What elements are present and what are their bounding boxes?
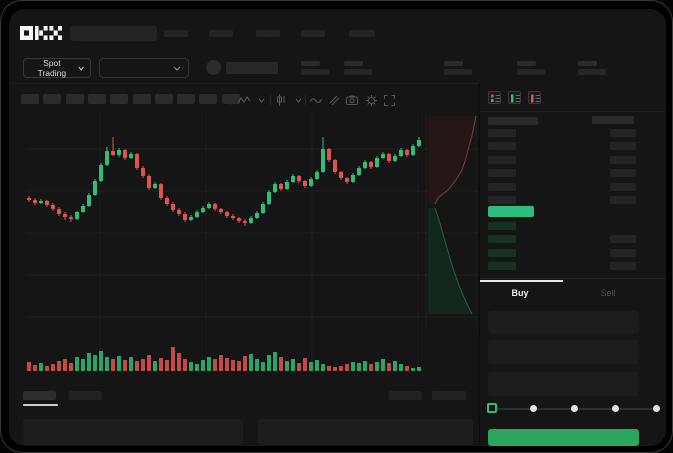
slider-stop[interactable] [571, 405, 578, 412]
slider-stop[interactable] [612, 405, 619, 412]
timeframe-slot-skeleton[interactable] [43, 94, 62, 104]
ask-price-skeleton[interactable] [488, 182, 516, 191]
bid-price-skeleton[interactable] [488, 235, 516, 244]
stat-value-skeleton [578, 69, 606, 75]
stat-label-skeleton [444, 61, 463, 66]
bid-price-skeleton[interactable] [488, 248, 516, 257]
timeframe-slot-skeleton[interactable] [154, 94, 173, 104]
chevron-down-icon [173, 66, 181, 71]
panel-divider [480, 111, 666, 112]
book-bids-only-icon[interactable] [508, 91, 521, 104]
fullscreen-icon[interactable] [382, 93, 396, 107]
bottom-action-skeleton[interactable] [432, 391, 466, 400]
book-col-header-price-skeleton [488, 117, 538, 125]
timeframe-slot-skeleton[interactable] [132, 94, 151, 104]
nav-item-skeleton[interactable] [256, 30, 280, 37]
nav-item-skeleton[interactable] [301, 30, 325, 37]
ask-amount-skeleton[interactable] [610, 182, 636, 191]
bottom-tab-skeleton[interactable] [69, 391, 102, 400]
bid-amount-skeleton[interactable] [610, 235, 636, 244]
slider-stop[interactable] [530, 405, 537, 412]
ask-amount-skeleton[interactable] [610, 142, 636, 151]
bid-amount-skeleton[interactable] [610, 248, 636, 257]
line-wave-icon[interactable] [309, 94, 323, 106]
open-orders-panel-skeleton [23, 419, 243, 445]
buy-submit-button[interactable] [488, 429, 639, 446]
chevron-down-icon[interactable] [293, 95, 303, 105]
pair-search-skeleton[interactable] [70, 26, 157, 41]
drawing-tools-icon[interactable] [327, 93, 341, 107]
stat-value-skeleton [517, 69, 545, 75]
market-type-label: Spot Trading [37, 58, 67, 78]
nav-item-skeleton[interactable] [209, 30, 233, 37]
bottom-action-skeleton[interactable] [389, 391, 422, 400]
amount-input-skeleton[interactable] [488, 340, 639, 364]
book-combined-icon[interactable] [488, 91, 501, 104]
bottom-tab-active-skeleton[interactable] [23, 391, 56, 400]
ask-amount-skeleton[interactable] [610, 169, 636, 178]
timeframe-slot-skeleton[interactable] [87, 94, 106, 104]
toolbar-separator [270, 95, 271, 105]
tab-sell[interactable]: Sell [600, 288, 616, 298]
stat-value-skeleton [344, 69, 372, 75]
coin-avatar [206, 60, 221, 75]
stat-label-skeleton [301, 61, 320, 66]
toolbar-separator [230, 95, 231, 105]
indicator-zigzag-icon[interactable] [236, 93, 252, 107]
bottom-tab-indicator [23, 404, 58, 406]
camera-icon[interactable] [345, 93, 359, 107]
okx-logo[interactable] [20, 25, 62, 41]
stat-value-skeleton [301, 69, 329, 75]
stat-label-skeleton [578, 61, 597, 66]
ask-amount-skeleton[interactable] [610, 196, 636, 204]
toolbar-separator [305, 95, 306, 105]
bid-price-skeleton[interactable] [488, 222, 516, 230]
bid-amount-skeleton[interactable] [610, 262, 636, 271]
settings-gear-icon[interactable] [364, 93, 378, 107]
pair-dropdown[interactable] [99, 58, 189, 78]
timeframe-slot-skeleton[interactable] [65, 94, 84, 104]
book-asks-only-icon[interactable] [528, 91, 541, 104]
stat-label-skeleton [344, 61, 363, 66]
trading-app-window: Spot Trading [9, 9, 666, 446]
slider-stop[interactable] [653, 405, 660, 412]
ask-amount-skeleton[interactable] [610, 155, 636, 164]
tab-buy[interactable]: Buy [511, 288, 529, 298]
ask-price-skeleton[interactable] [488, 142, 516, 151]
price-input-skeleton[interactable] [488, 311, 639, 334]
order-history-panel-skeleton [258, 419, 473, 445]
candlestick-chart[interactable] [26, 114, 478, 376]
ask-price-skeleton[interactable] [488, 169, 516, 178]
ask-amount-skeleton[interactable] [610, 129, 636, 137]
candle-type-icon[interactable] [275, 93, 287, 107]
nav-item-skeleton[interactable] [164, 30, 188, 37]
nav-item-skeleton[interactable] [349, 30, 375, 37]
ask-price-skeleton[interactable] [488, 155, 516, 164]
amount-slider-handle[interactable] [487, 403, 497, 413]
ask-price-skeleton[interactable] [488, 129, 516, 137]
pair-name-skeleton [226, 62, 278, 74]
last-price-highlight[interactable] [488, 206, 534, 217]
timeframe-slot-skeleton[interactable] [21, 94, 39, 104]
header-divider [9, 83, 478, 84]
timeframe-slot-skeleton[interactable] [199, 94, 218, 104]
buy-tab-indicator [480, 280, 563, 282]
ask-price-skeleton[interactable] [488, 196, 516, 204]
total-input-skeleton[interactable] [488, 372, 639, 396]
bid-price-skeleton[interactable] [488, 262, 516, 271]
timeframe-slot-skeleton[interactable] [110, 94, 129, 104]
chevron-down-icon [78, 66, 84, 71]
timeframe-slot-skeleton[interactable] [177, 94, 196, 104]
book-col-header-amount-skeleton [592, 116, 634, 124]
stat-label-skeleton [517, 61, 536, 66]
chevron-down-icon[interactable] [256, 95, 266, 105]
market-type-selector[interactable]: Spot Trading [23, 58, 91, 78]
panel-divider [480, 278, 666, 279]
stat-value-skeleton [444, 69, 472, 75]
orderbook-trade-panel: Buy Sell [479, 83, 666, 446]
